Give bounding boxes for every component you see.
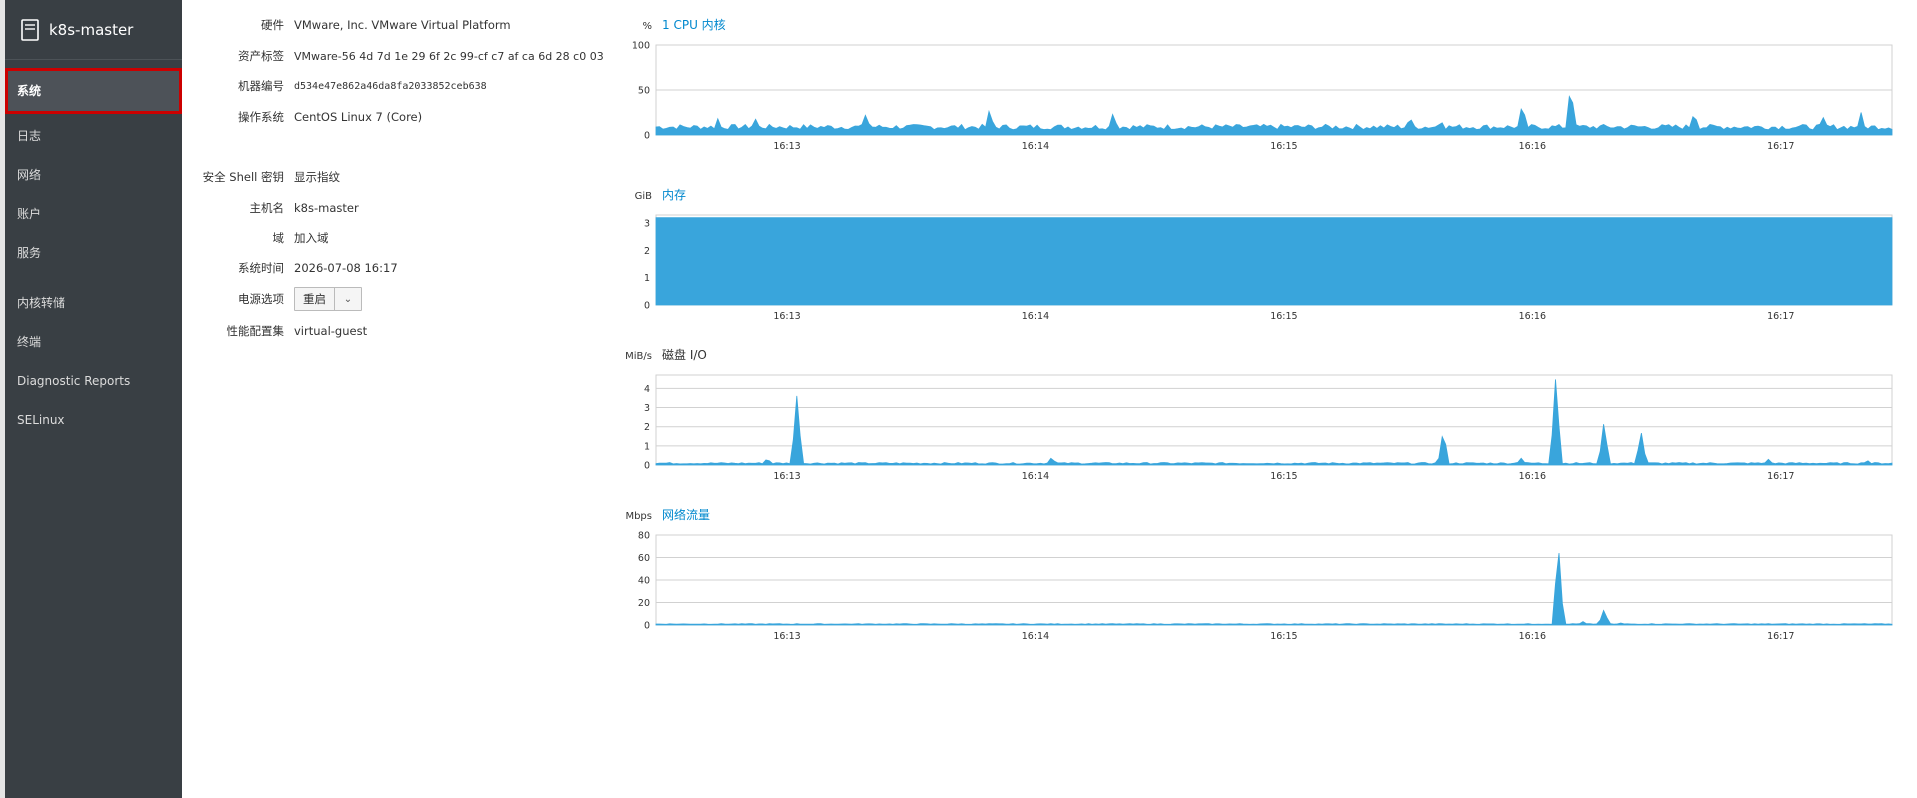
disk-io-y-tick-label: 0 bbox=[644, 461, 650, 472]
machine-id-row: 机器编号 d534e47e862a46da8fa2033852ceb638 bbox=[190, 78, 487, 94]
cpu-y-tick-label: 100 bbox=[632, 41, 650, 52]
memory-y-tick-label: 2 bbox=[644, 246, 650, 257]
hostname-label: 主机名 bbox=[249, 201, 285, 215]
asset-tag-value: VMware-56 4d 7d 1e 29 6f 2c 99-cf c7 af … bbox=[294, 49, 604, 63]
sidebar-item-kdump[interactable]: 内核转储 bbox=[17, 296, 66, 310]
memory-y-tick-label: 1 bbox=[644, 273, 650, 284]
machine-id-value: d534e47e862a46da8fa2033852ceb638 bbox=[294, 80, 487, 92]
join-domain-link[interactable]: 加入域 bbox=[294, 231, 329, 245]
memory-y-tick-label: 0 bbox=[644, 301, 650, 312]
hardware-row: 硬件 VMware, Inc. VMware Virtual Platform bbox=[190, 17, 511, 33]
sidebar-item-logs[interactable]: 日志 bbox=[17, 129, 42, 143]
domain-row: 域 加入域 bbox=[190, 230, 329, 246]
host-name: k8s-master bbox=[49, 20, 134, 39]
sidebar: k8s-master 系统 日志 网络 账户 服务 内核转储 终端 Diagno… bbox=[0, 0, 182, 798]
memory-y-tick-label: 3 bbox=[644, 219, 650, 230]
network-x-tick-label: 16:16 bbox=[1519, 631, 1546, 640]
cpu-y-tick-label: 50 bbox=[638, 86, 650, 97]
network-y-tick-label: 60 bbox=[638, 553, 650, 564]
system-time-label: 系统时间 bbox=[238, 261, 284, 275]
sidebar-nav: 系统 日志 网络 账户 服务 内核转储 终端 Diagnostic Report… bbox=[5, 68, 182, 440]
performance-profile-label: 性能配置集 bbox=[226, 324, 285, 338]
network-y-tick-label: 20 bbox=[638, 598, 650, 609]
os-value: CentOS Linux 7 (Core) bbox=[294, 110, 423, 124]
sidebar-item-system[interactable]: 系统 bbox=[5, 68, 182, 114]
hostname-row: 主机名 k8s-master bbox=[190, 200, 359, 216]
cpu-area-series bbox=[655, 95, 1893, 136]
restart-button[interactable]: 重启 bbox=[295, 288, 335, 310]
disk-io-y-tick-label: 2 bbox=[644, 422, 650, 433]
sidebar-item-terminal[interactable]: 终端 bbox=[17, 335, 42, 349]
sidebar-item-services[interactable]: 服务 bbox=[17, 246, 42, 260]
cpu-x-tick-label: 16:13 bbox=[773, 141, 800, 152]
memory-x-tick-label: 16:13 bbox=[773, 311, 800, 322]
disk-io-y-tick-label: 4 bbox=[644, 384, 650, 395]
cpu-x-tick-label: 16:16 bbox=[1519, 141, 1546, 152]
memory-x-tick-label: 16:17 bbox=[1767, 311, 1794, 322]
memory-x-tick-label: 16:15 bbox=[1270, 311, 1297, 322]
network-y-tick-label: 40 bbox=[638, 576, 650, 587]
machine-id-label: 机器编号 bbox=[238, 79, 284, 93]
cpu-unit-label: % bbox=[642, 21, 652, 32]
network-unit-label: Mbps bbox=[625, 511, 652, 522]
network-x-tick-label: 16:14 bbox=[1022, 631, 1049, 640]
cpu-x-tick-label: 16:15 bbox=[1270, 141, 1297, 152]
disk-io-x-tick-label: 16:15 bbox=[1270, 471, 1297, 482]
memory-chart-title: 内存 bbox=[662, 188, 686, 202]
os-row: 操作系统 CentOS Linux 7 (Core) bbox=[190, 109, 422, 125]
cpu-y-tick-label: 0 bbox=[644, 131, 650, 142]
network-y-tick-label: 80 bbox=[638, 531, 650, 542]
network-x-tick-label: 16:13 bbox=[773, 631, 800, 640]
chevron-down-icon[interactable]: ⌄ bbox=[335, 288, 361, 310]
ssh-keys-row: 安全 Shell 密钥 显示指纹 bbox=[190, 169, 340, 185]
cpu-x-tick-label: 16:17 bbox=[1767, 141, 1794, 152]
asset-tag-row: 资产标签 VMware-56 4d 7d 1e 29 6f 2c 99-cf c… bbox=[190, 48, 604, 64]
sidebar-item-selinux[interactable]: SELinux bbox=[17, 413, 65, 427]
network-x-tick-label: 16:15 bbox=[1270, 631, 1297, 640]
performance-profile-row: 性能配置集 virtual-guest bbox=[190, 323, 368, 339]
ssh-keys-label: 安全 Shell 密钥 bbox=[202, 170, 284, 184]
disk-io-area-series bbox=[655, 379, 1893, 466]
os-label: 操作系统 bbox=[238, 110, 284, 124]
memory-unit-label: GiB bbox=[635, 191, 653, 202]
cpu-chart-title: 1 CPU 内核 bbox=[662, 18, 726, 32]
usage-charts: % 1 CPU 内核 0 50 100 16:13 16:14 16:15 16:16 16:17… bbox=[620, 0, 1917, 798]
system-time-link[interactable]: 2026-07-08 16:17 bbox=[294, 261, 398, 275]
sidebar-item-diagnostic-reports[interactable]: Diagnostic Reports bbox=[17, 374, 131, 388]
power-button-group: 重启 ⌄ bbox=[294, 287, 362, 311]
show-fingerprints-link[interactable]: 显示指纹 bbox=[294, 170, 340, 184]
hostname-link[interactable]: k8s-master bbox=[294, 201, 359, 215]
network-x-tick-label: 16:17 bbox=[1767, 631, 1794, 640]
network-area-series bbox=[655, 552, 1893, 626]
network-y-tick-label: 0 bbox=[644, 621, 650, 632]
disk-io-x-tick-label: 16:17 bbox=[1767, 471, 1794, 482]
memory-x-tick-label: 16:16 bbox=[1519, 311, 1546, 322]
sidebar-item-accounts[interactable]: 账户 bbox=[17, 207, 42, 221]
system-time-row: 系统时间 2026-07-08 16:17 bbox=[190, 260, 398, 276]
memory-x-tick-label: 16:14 bbox=[1022, 311, 1049, 322]
network-chart-title: 网络流量 bbox=[662, 507, 710, 522]
disk-io-unit-label: MiB/s bbox=[625, 351, 652, 362]
domain-label: 域 bbox=[272, 231, 285, 245]
asset-tag-label: 资产标签 bbox=[238, 49, 284, 63]
hardware-label: 硬件 bbox=[261, 18, 284, 32]
power-options-label: 电源选项 bbox=[238, 292, 284, 306]
sidebar-item-network[interactable]: 网络 bbox=[17, 168, 42, 182]
power-options-row: 电源选项 重启 ⌄ bbox=[190, 287, 362, 311]
disk-io-x-tick-label: 16:13 bbox=[773, 471, 800, 482]
disk-io-chart-title: 磁盘 I/O bbox=[662, 347, 707, 362]
performance-profile-link[interactable]: virtual-guest bbox=[294, 324, 368, 338]
hardware-link[interactable]: VMware, Inc. VMware Virtual Platform bbox=[294, 18, 511, 32]
disk-io-y-tick-label: 1 bbox=[644, 441, 650, 452]
disk-io-y-tick-label: 3 bbox=[644, 403, 650, 414]
disk-io-x-tick-label: 16:14 bbox=[1022, 471, 1049, 482]
disk-io-x-tick-label: 16:16 bbox=[1519, 471, 1546, 482]
host-header[interactable]: k8s-master bbox=[5, 0, 182, 60]
cpu-x-tick-label: 16:14 bbox=[1022, 141, 1049, 152]
sidebar-divider bbox=[5, 273, 182, 284]
server-icon bbox=[21, 18, 39, 41]
memory-area-series bbox=[655, 217, 1893, 306]
